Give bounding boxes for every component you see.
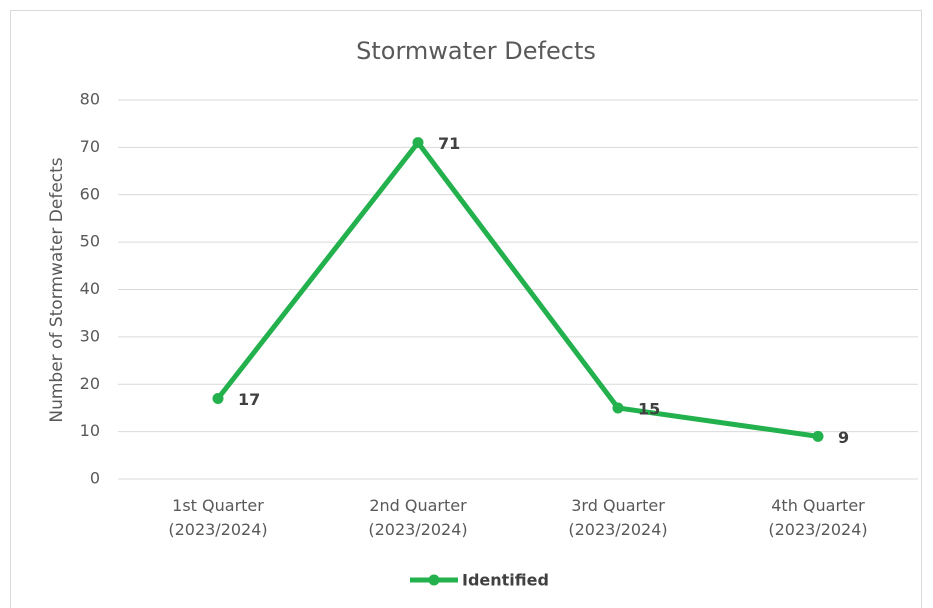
- x-tick-label: 2nd Quarter (2023/2024): [368, 496, 468, 539]
- y-tick-label: 30: [80, 326, 100, 345]
- y-tick-label: 60: [80, 184, 100, 203]
- y-tick-label: 0: [90, 469, 100, 488]
- x-tick-label: 4th Quarter (2023/2024): [768, 496, 868, 539]
- data-label: 17: [238, 390, 260, 409]
- y-tick-label: 50: [80, 232, 100, 251]
- x-tick-label-box: 2nd Quarter (2023/2024): [368, 496, 468, 539]
- x-tick-label: 3rd Quarter (2023/2024): [568, 496, 668, 539]
- x-tick-label-box: 3rd Quarter (2023/2024): [568, 496, 668, 539]
- data-point: [812, 430, 824, 442]
- series-line: [216, 140, 819, 439]
- data-label: 71: [438, 134, 460, 153]
- x-tick-label-box: 4th Quarter (2023/2024): [768, 496, 868, 539]
- y-tick-label: 10: [80, 421, 100, 440]
- legend-label: Identified: [462, 571, 549, 590]
- y-tick-label: 40: [80, 279, 100, 298]
- y-tick-label: 80: [80, 90, 100, 109]
- data-point: [612, 402, 624, 414]
- y-tick-label: 20: [80, 374, 100, 393]
- y-axis-label: Number of Stormwater Defects: [47, 157, 67, 422]
- chart-title: Stormwater Defects: [356, 37, 596, 65]
- x-tick-label: 1st Quarter (2023/2024): [168, 496, 268, 539]
- data-label: 15: [638, 399, 660, 418]
- data-point: [412, 137, 424, 149]
- x-tick-label-box: 1st Quarter (2023/2024): [168, 496, 268, 539]
- data-label: 9: [838, 428, 849, 447]
- legend-marker: [428, 574, 440, 586]
- data-point: [212, 392, 224, 404]
- chart-border: [10, 10, 922, 608]
- y-tick-label: 70: [80, 137, 100, 156]
